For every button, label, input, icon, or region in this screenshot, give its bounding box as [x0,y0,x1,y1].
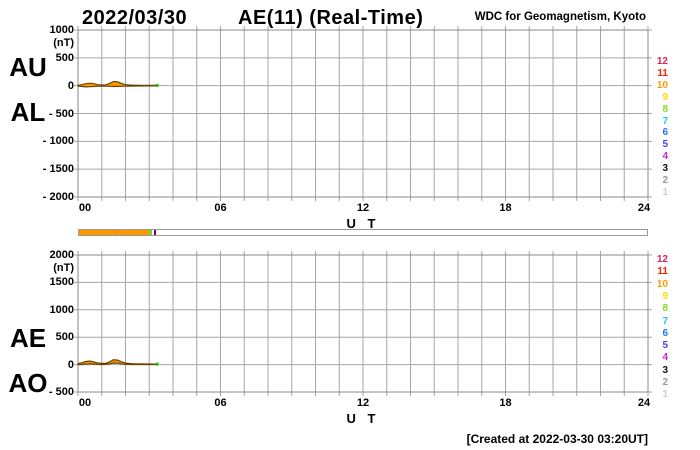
date-label: 2022/03/30 [82,7,188,29]
legend-station-4: 4 [662,151,668,163]
x-tick-label: 12 [356,202,370,214]
y-axis-unit-label: (nT) [53,262,74,274]
y-tick-label: 1000 [49,24,74,36]
legend-station-6: 6 [662,127,668,139]
panel-upper-plot-area [74,26,652,201]
x-tick-label: 12 [356,397,370,409]
panel-label-al: AL [10,97,46,127]
legend-station-7: 7 [662,315,668,327]
panel-lower-plot-area [74,251,652,396]
x-tick-label: 06 [214,397,227,409]
latest-data-dot [155,83,159,87]
x-axis-label-ut: U T [346,411,380,426]
data-availability-bar [78,229,648,236]
x-tick-label: 00 [78,202,92,214]
x-tick-label: 24 [637,202,651,214]
legend-station-10: 10 [656,278,668,290]
legend-station-8: 8 [662,303,668,315]
coverage-segment-1 [148,230,152,235]
legend-station-5: 5 [662,340,668,352]
legend-station-9: 9 [662,91,668,103]
y-tick-label: - 500 [48,386,74,398]
legend-station-9: 9 [662,290,668,302]
y-tick-label: 1500 [49,276,74,289]
legend-station-7: 7 [662,115,668,127]
legend-station-11: 11 [657,67,668,79]
y-tick-label: 2000 [49,249,74,261]
panel-label-ao: AO [8,368,48,398]
coverage-segment-0 [79,230,149,235]
legend-station-1: 1 [662,186,668,198]
panel-label-ae: AE [9,323,47,353]
legend-station-3: 3 [662,364,668,376]
au-al-trace [77,80,158,88]
legend-station-4: 4 [662,352,668,364]
x-tick-label: 00 [78,397,92,409]
x-tick-label: 18 [499,202,512,214]
y-tick-label: 0 [67,79,74,92]
coverage-divider [114,230,116,235]
legend-station-2: 2 [662,377,668,388]
legend-station-8: 8 [662,103,668,115]
organization-label: WDC for Geomagnetism, Kyoto [474,11,646,23]
latest-data-dot [155,362,159,366]
legend-station-12: 12 [656,56,668,67]
legend-station-12: 12 [656,254,668,265]
legend-station-2: 2 [662,175,668,186]
plot-title: AE(11) (Real-Time) [238,7,424,29]
y-tick-label: - 2000 [42,191,74,203]
x-axis-label-ut: U T [346,216,380,231]
y-tick-label: - 1500 [42,163,74,176]
x-tick-label: 18 [499,397,512,409]
legend-station-6: 6 [662,327,668,339]
legend-station-5: 5 [662,139,668,151]
y-tick-label: 0 [67,358,74,371]
legend-station-10: 10 [656,79,668,91]
current-time-marker [154,230,156,235]
y-tick-label: - 1000 [42,135,74,148]
x-tick-label: 06 [214,202,227,214]
legend-station-11: 11 [657,266,668,278]
legend-station-1: 1 [662,389,668,401]
y-tick-label: 500 [55,51,74,64]
y-tick-label: 500 [55,331,74,344]
y-axis-unit-label: (nT) [53,37,74,49]
panel-label-au: AU [9,52,47,82]
ae-ao-trace [77,359,158,366]
legend-station-3: 3 [662,163,668,175]
y-tick-label: 1000 [49,303,74,316]
created-timestamp: [Created at 2022-03-30 03:20UT] [466,432,648,446]
y-tick-label: - 500 [48,107,74,120]
x-tick-label: 24 [637,397,651,409]
